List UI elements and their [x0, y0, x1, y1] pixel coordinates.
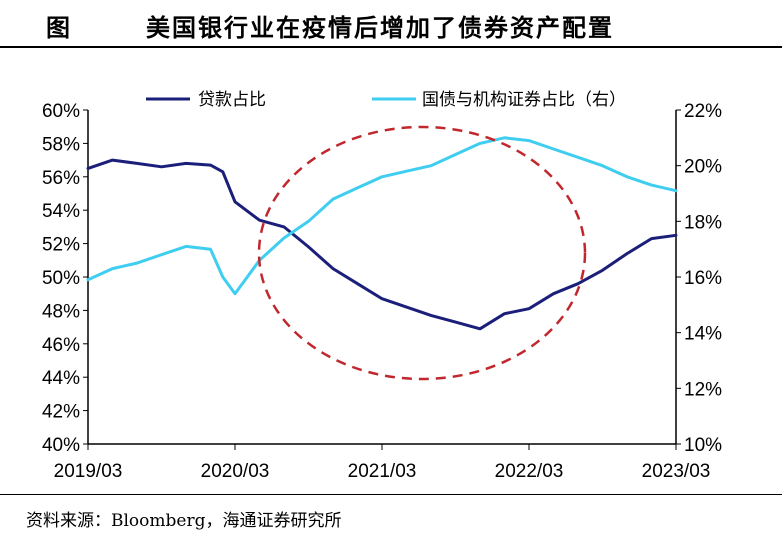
series-line-loans — [86, 158, 678, 331]
left-tick-label: 48% — [42, 301, 80, 322]
right-axis-ticks: 22% 20% 18% 16% 14% 12% 10% — [676, 101, 722, 456]
left-axis-ticks: 60% 58% 56% 54% 52% 50% 48% 46% 44% 42% 40% — [42, 101, 88, 456]
left-tick-label: 44% — [42, 368, 80, 389]
x-axis-ticks: 2019/03 2020/03 2021/03 2022/03 2023/03 — [54, 444, 711, 482]
x-tick-label: 2019/03 — [54, 461, 123, 482]
x-tick-label: 2022/03 — [495, 461, 564, 482]
right-tick-label: 18% — [684, 212, 722, 233]
legend-label-securities: 国债与机构证券占比（右） — [422, 90, 626, 110]
series-lines — [86, 136, 678, 331]
chart-title: 美国银行业在疫情后增加了债券资产配置 — [146, 13, 614, 42]
highlight-ellipse — [257, 125, 587, 381]
legend: 贷款占比 国债与机构证券占比（右） — [146, 90, 626, 110]
right-tick-label: 20% — [684, 157, 722, 178]
left-tick-label: 54% — [42, 201, 80, 222]
x-tick-label: 2023/03 — [642, 461, 711, 482]
right-tick-label: 22% — [684, 101, 722, 122]
left-tick-label: 60% — [42, 101, 80, 122]
x-tick-label: 2021/03 — [348, 461, 417, 482]
footer-rule — [0, 494, 782, 495]
axes — [87, 110, 677, 445]
left-tick-label: 56% — [42, 168, 80, 189]
right-tick-label: 12% — [684, 379, 722, 400]
left-tick-label: 52% — [42, 235, 80, 256]
right-tick-label: 10% — [684, 435, 722, 456]
right-tick-label: 16% — [684, 268, 722, 289]
left-tick-label: 46% — [42, 335, 80, 356]
title-bar: 图 美国银行业在疫情后增加了债券资产配置 — [0, 0, 782, 48]
left-tick-label: 50% — [42, 268, 80, 289]
right-tick-label: 14% — [684, 324, 722, 345]
source-note: 资料来源：Bloomberg，海通证券研究所 — [26, 511, 342, 531]
figure-label: 图 — [46, 13, 71, 42]
left-tick-label: 58% — [42, 134, 80, 155]
left-tick-label: 40% — [42, 435, 80, 456]
x-tick-label: 2020/03 — [201, 461, 270, 482]
series-line-securities — [86, 136, 678, 296]
legend-label-loans: 贷款占比 — [198, 90, 266, 110]
left-tick-label: 42% — [42, 402, 80, 423]
